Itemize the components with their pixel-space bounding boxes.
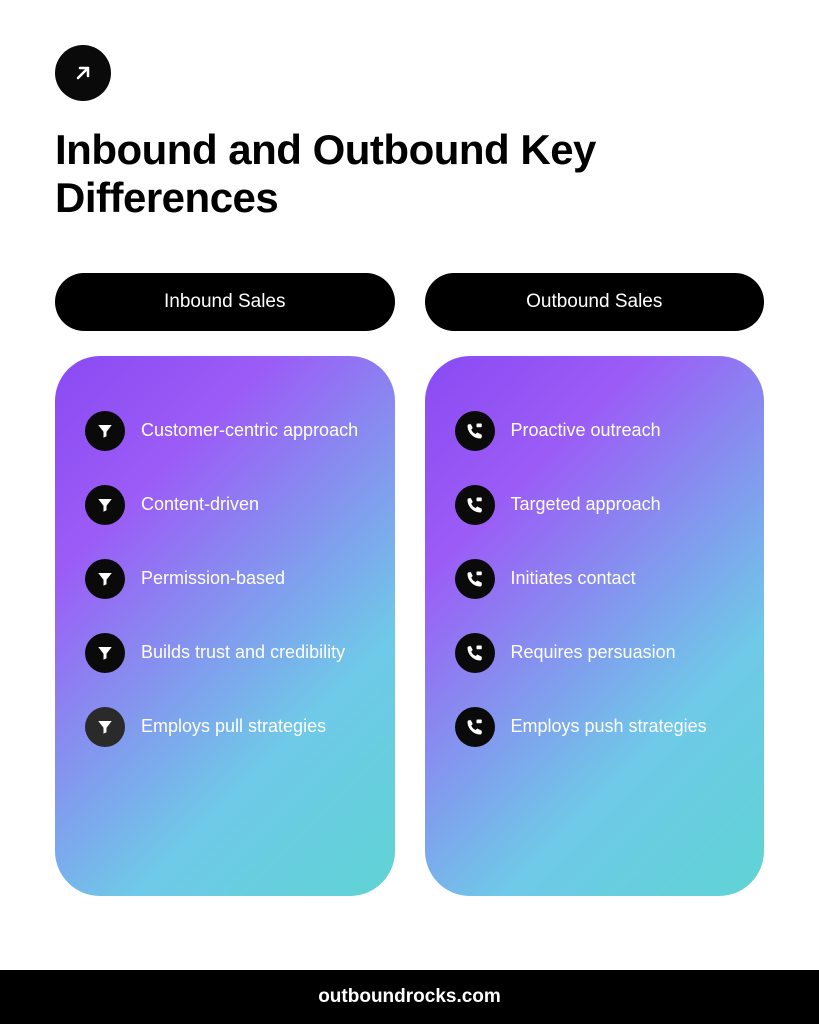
item-label: Requires persuasion (511, 641, 676, 664)
funnel-icon (85, 411, 125, 451)
item-label: Content-driven (141, 493, 259, 516)
right-column: Outbound Sales Proactive outreach Target… (425, 273, 765, 896)
list-item: Builds trust and credibility (85, 633, 365, 673)
list-item: Targeted approach (455, 485, 735, 525)
inbound-header: Inbound Sales (55, 273, 395, 331)
phone-icon (455, 559, 495, 599)
page-title: Inbound and Outbound Key Differences (55, 126, 764, 223)
list-item: Permission-based (85, 559, 365, 599)
list-item: Employs push strategies (455, 707, 735, 747)
columns-wrapper: Inbound Sales Customer-centric approach … (55, 273, 764, 896)
phone-icon (455, 485, 495, 525)
list-item: Proactive outreach (455, 411, 735, 451)
item-label: Builds trust and credibility (141, 641, 345, 664)
item-label: Employs push strategies (511, 715, 707, 738)
item-label: Employs pull strategies (141, 715, 326, 738)
funnel-icon (85, 633, 125, 673)
item-label: Customer-centric approach (141, 419, 358, 442)
list-item: Content-driven (85, 485, 365, 525)
funnel-icon (85, 485, 125, 525)
item-label: Initiates contact (511, 567, 636, 590)
main-container: Inbound and Outbound Key Differences Inb… (0, 0, 819, 896)
footer-url: outboundrocks.com (0, 970, 819, 1024)
list-item: Customer-centric approach (85, 411, 365, 451)
item-label: Proactive outreach (511, 419, 661, 442)
phone-icon (455, 707, 495, 747)
outbound-card: Proactive outreach Targeted approach Ini… (425, 356, 765, 896)
item-label: Targeted approach (511, 493, 661, 516)
outbound-header: Outbound Sales (425, 273, 765, 331)
phone-icon (455, 411, 495, 451)
inbound-card: Customer-centric approach Content-driven… (55, 356, 395, 896)
phone-icon (455, 633, 495, 673)
funnel-icon (85, 559, 125, 599)
funnel-icon (85, 707, 125, 747)
item-label: Permission-based (141, 567, 285, 590)
arrow-icon (55, 45, 111, 101)
left-column: Inbound Sales Customer-centric approach … (55, 273, 395, 896)
list-item: Employs pull strategies (85, 707, 365, 747)
list-item: Initiates contact (455, 559, 735, 599)
list-item: Requires persuasion (455, 633, 735, 673)
